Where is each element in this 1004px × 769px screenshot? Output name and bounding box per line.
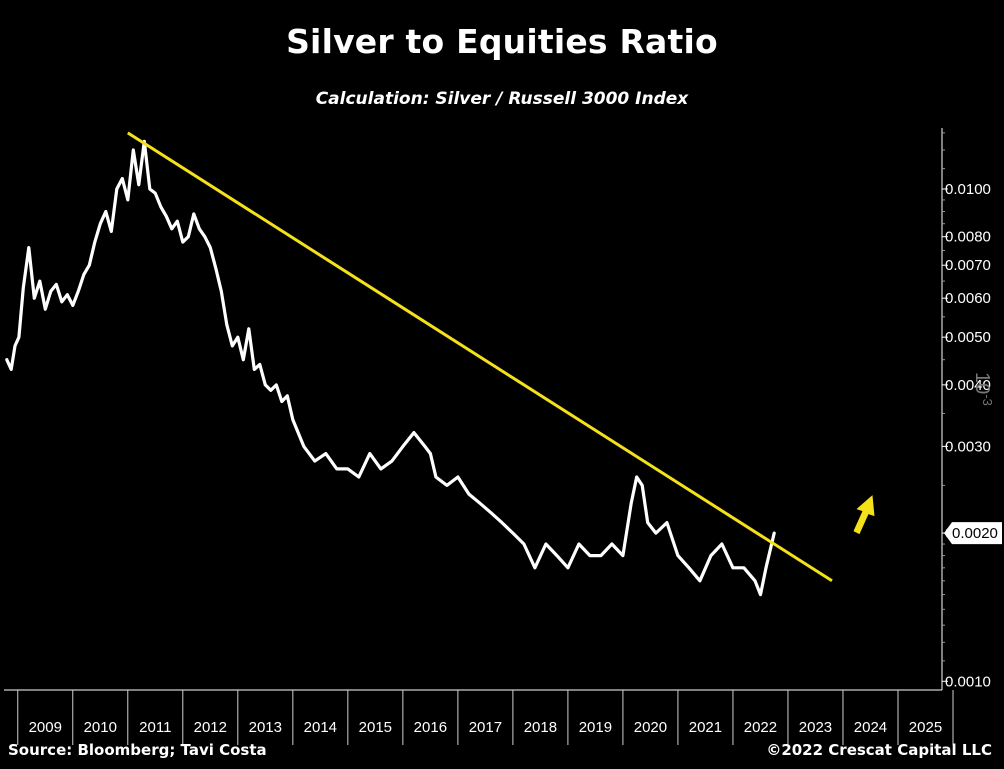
x-tick-label: 2010 [84, 719, 117, 736]
x-tick-label: 2012 [194, 719, 227, 736]
y-tick-label: 0.0010 [945, 673, 991, 690]
x-tick-label: 2025 [909, 719, 942, 736]
x-tick-label: 2015 [359, 719, 392, 736]
y-tick-label: 0.0030 [945, 438, 991, 455]
last-value-callout [944, 522, 1002, 545]
plot-area [5, 131, 875, 597]
source-note: Source: Bloomberg; Tavi Costa [8, 741, 267, 759]
x-axis: 2009 2010 2011 2012 2013 2014 2015 2016 2017 2018… [17, 690, 954, 745]
y-tick-label: 0.0080 [945, 229, 991, 246]
up-arrow-icon [853, 495, 875, 535]
y-tick-label: 0.0040 [945, 377, 991, 394]
axes-group [4, 128, 943, 691]
x-tick-label: 2014 [304, 719, 337, 736]
chart-title: Silver to Equities Ratio [286, 22, 718, 61]
chart-subtitle: Calculation: Silver / Russell 3000 Index [315, 89, 689, 109]
y-tick-label: 0.0070 [945, 257, 991, 274]
y-tick-label: 0.0100 [945, 181, 991, 198]
x-tick-label: 2017 [469, 719, 502, 736]
y-axis: 0.0010 0.0020 0.0030 0.0040 0.0050 0.0060 0.00… [942, 132, 1002, 690]
last-value-label: 0.0020 [952, 525, 998, 542]
y-tick-label: 0.0060 [945, 290, 991, 307]
y-tick-label: 0.0050 [945, 329, 991, 346]
x-tick-label: 2013 [249, 719, 282, 736]
x-tick-label: 2016 [414, 719, 447, 736]
x-tick-label: 2009 [29, 719, 62, 736]
exponent-watermark: 10-3 [971, 372, 995, 406]
x-tick-label: 2018 [524, 719, 557, 736]
copyright-note: ©2022 Crescat Capital LLC [766, 741, 992, 759]
x-tick-label: 2021 [689, 719, 722, 736]
x-tick-label: 2020 [634, 719, 667, 736]
trendline [126, 131, 833, 583]
x-tick-label: 2022 [744, 719, 777, 736]
x-tick-label: 2019 [579, 719, 612, 736]
series-line-silver-equities [5, 139, 776, 597]
x-tick-label: 2023 [799, 719, 832, 736]
x-tick-label: 2024 [854, 719, 887, 736]
x-tick-label: 2011 [139, 719, 171, 736]
